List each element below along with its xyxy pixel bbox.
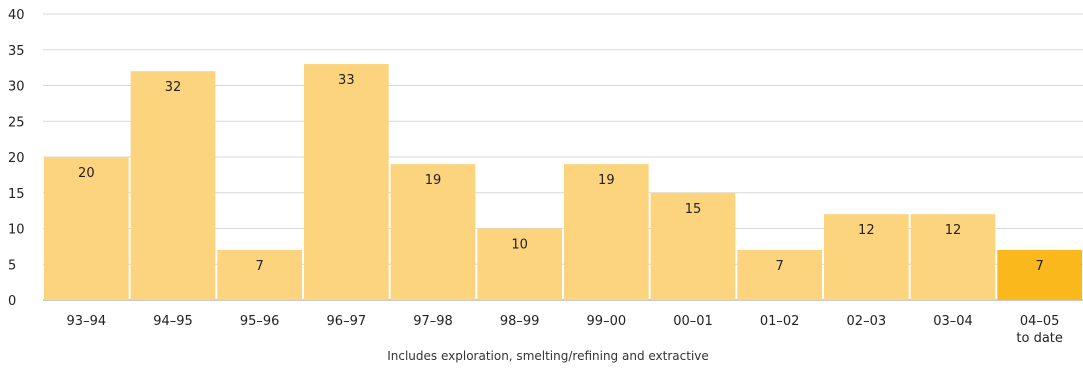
bar (477, 228, 562, 300)
x-tick-label-line: 99–00 (587, 314, 627, 329)
bar-value-label: 20 (78, 166, 95, 181)
bar-value-label: 15 (685, 202, 702, 217)
bar-value-label: 19 (425, 173, 442, 188)
chart-footnote: Includes exploration, smelting/refining … (387, 349, 709, 363)
bar (390, 164, 476, 300)
bar-value-label: 7 (776, 259, 784, 274)
x-tick-label: 02–03 (847, 314, 887, 329)
x-tick-label-line: to date (1016, 331, 1063, 346)
y-tick-label: 40 (8, 8, 25, 23)
x-tick-label: 98–99 (500, 314, 540, 329)
x-tick-label: 04–05 to date (1016, 314, 1063, 346)
bar (564, 164, 649, 300)
y-tick-label: 35 (8, 44, 25, 59)
bar-value-label: 7 (1036, 259, 1044, 274)
y-tick-label: 15 (8, 187, 25, 202)
x-tick-label-line: 03–04 (933, 314, 973, 329)
bar (997, 249, 1082, 300)
y-tick-label: 10 (8, 223, 25, 238)
x-tick-label-line: 02–03 (847, 314, 887, 329)
x-tick-label-line: 97–98 (413, 314, 453, 329)
bar (217, 249, 302, 300)
x-tick-label-line: 93–94 (67, 314, 107, 329)
y-axis-ticks: 0 5 10 15 20 25 30 35 40 (8, 8, 25, 309)
x-tick-label-line: 95–96 (240, 314, 280, 329)
x-axis-ticks: 93–94 94–95 95–96 96–97 97–98 98–99 99–00 00–01… (67, 314, 1063, 346)
bar (304, 64, 389, 300)
bar (44, 157, 129, 300)
x-tick-label: 01–02 (760, 314, 800, 329)
value-labels: 20 32 7 33 19 10 19 15 7 12 12 7 (78, 73, 1044, 274)
x-tick-label-line: 94–95 (153, 314, 193, 329)
bar-value-label: 12 (858, 223, 875, 238)
x-tick-label: 95–96 (240, 314, 280, 329)
bar (130, 71, 216, 300)
bar (910, 214, 996, 300)
x-tick-label-line: 04–05 (1020, 314, 1060, 329)
y-tick-label: 25 (8, 115, 25, 130)
bar (650, 192, 736, 300)
x-tick-label: 00–01 (673, 314, 713, 329)
y-tick-label: 30 (8, 80, 25, 95)
gridlines (43, 13, 1083, 301)
x-tick-label-line: 98–99 (500, 314, 540, 329)
x-tick-label: 03–04 (933, 314, 973, 329)
bar-value-label: 32 (165, 80, 182, 95)
x-tick-label-line: 01–02 (760, 314, 800, 329)
bar-value-label: 19 (598, 173, 615, 188)
x-tick-label: 93–94 (67, 314, 107, 329)
x-tick-label: 99–00 (587, 314, 627, 329)
y-tick-label: 20 (8, 151, 25, 166)
bar-value-label: 33 (338, 73, 355, 88)
bar-value-label: 7 (256, 259, 264, 274)
x-tick-label: 96–97 (327, 314, 367, 329)
x-tick-label: 97–98 (413, 314, 453, 329)
x-tick-label-line: 00–01 (673, 314, 713, 329)
y-tick-label: 0 (8, 294, 16, 309)
bar-value-label: 10 (511, 238, 528, 253)
bars (44, 64, 1082, 300)
x-tick-label-line: 96–97 (327, 314, 367, 329)
bar-value-label: 12 (945, 223, 962, 238)
bar (824, 214, 909, 300)
x-tick-label: 94–95 (153, 314, 193, 329)
y-tick-label: 5 (8, 258, 16, 273)
bar (737, 249, 822, 300)
